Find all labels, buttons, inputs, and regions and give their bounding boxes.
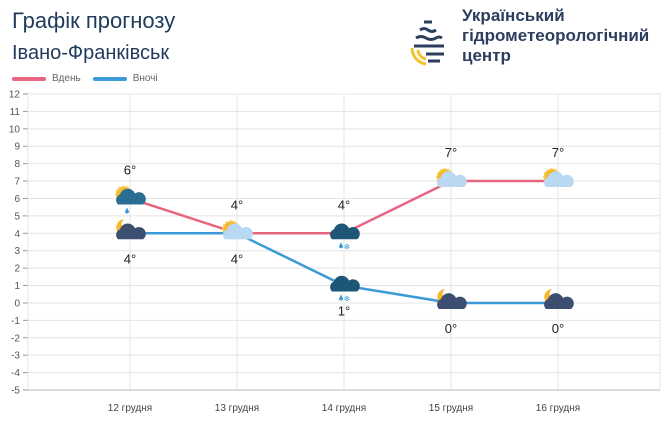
legend-day-swatch (12, 76, 46, 81)
cloud-icon (437, 171, 467, 188)
x-tick-label: 14 грудня (322, 403, 366, 414)
y-tick-label: -2 (11, 333, 20, 344)
data-label: 4° (231, 197, 243, 212)
y-tick-label: 10 (9, 124, 21, 135)
y-tick-label: 2 (14, 264, 20, 275)
data-label: 6° (124, 162, 136, 177)
ukrhydromet-logo-icon (410, 20, 444, 66)
legend-night-label[interactable]: Вночі (132, 73, 158, 84)
legend-day-label[interactable]: Вдень (52, 73, 81, 84)
cloud-snow-rain-weather-icon: ❄ (330, 275, 360, 304)
cloud-icon (544, 171, 574, 188)
sun-cloud-weather-icon (222, 220, 253, 240)
organization-name: Український гідрометеорологічний центр (462, 6, 649, 66)
y-tick-label: 3 (14, 246, 20, 257)
data-label: 0° (552, 321, 564, 336)
moon-cloud-weather-icon (116, 219, 146, 240)
data-label: 1° (338, 304, 350, 319)
y-tick-label: 11 (10, 107, 21, 118)
cloud-icon (116, 188, 146, 205)
cloud-rain-snow-weather-icon: ❄ (330, 223, 360, 251)
data-label: 4° (124, 251, 136, 266)
y-tick-label: 4 (14, 229, 20, 240)
page-title: Графік прогнозу (12, 8, 176, 33)
city-name: Івано-Франківськ (12, 42, 170, 64)
org-line: центр (462, 46, 511, 65)
cloud-icon (437, 293, 467, 309)
moon-cloud-weather-icon (437, 288, 467, 309)
cloud-icon (330, 275, 360, 292)
y-tick-label: -5 (11, 386, 20, 397)
data-label: 4° (231, 251, 243, 266)
rain-drop-icon (339, 294, 343, 301)
rain-drop-icon (125, 207, 129, 214)
data-label: 0° (445, 321, 457, 336)
y-tick-label: -3 (11, 351, 20, 362)
y-tick-label: 5 (14, 211, 20, 222)
sun-cloud-weather-icon (543, 168, 574, 188)
y-tick-label: 6 (14, 194, 20, 205)
data-label: 4° (338, 197, 350, 212)
y-tick-label: 12 (9, 90, 21, 101)
chart-legend: Вдень Вночі (12, 73, 158, 84)
x-tick-label: 13 грудня (215, 403, 259, 414)
moon-cloud-weather-icon (544, 288, 574, 309)
cloud-icon (544, 293, 574, 309)
cloud-icon (223, 223, 253, 240)
y-tick-label: 7 (14, 177, 20, 188)
data-label: 7° (552, 145, 564, 160)
snowflake-icon: ❄ (344, 295, 351, 304)
sun-cloud-weather-icon (436, 168, 467, 188)
org-line: гідрометеорологічний (462, 26, 650, 45)
data-label: 7° (445, 145, 457, 160)
y-tick-label: -1 (11, 316, 20, 327)
x-tick-label: 16 грудня (536, 403, 580, 414)
rain-drop-icon (339, 242, 343, 249)
y-tick-label: 9 (14, 142, 20, 153)
legend-night-swatch (92, 76, 127, 81)
y-tick-label: 0 (14, 298, 20, 309)
cloud-icon (116, 223, 146, 240)
y-tick-label: 8 (14, 159, 20, 170)
x-tick-label: 12 грудня (108, 403, 152, 414)
sun-cloud-rain-weather-icon (115, 185, 146, 214)
x-tick-label: 15 грудня (429, 403, 473, 414)
y-tick-label: -4 (11, 368, 20, 379)
y-tick-label: 1 (14, 281, 20, 292)
cloud-icon (330, 223, 360, 240)
org-line: Український (462, 6, 565, 25)
snowflake-icon: ❄ (344, 242, 351, 251)
